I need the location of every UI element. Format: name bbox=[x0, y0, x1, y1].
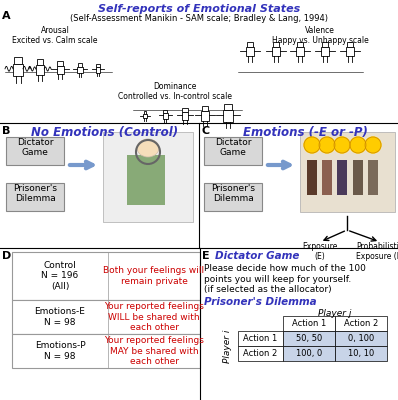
Text: B: B bbox=[2, 126, 10, 136]
Text: Probabilistic
Exposure (P): Probabilistic Exposure (P) bbox=[356, 242, 398, 262]
Text: Both your feelings will
remain private: Both your feelings will remain private bbox=[103, 266, 205, 286]
Bar bbox=[283, 316, 335, 331]
Bar bbox=[337, 160, 347, 195]
Text: Action 2: Action 2 bbox=[243, 349, 278, 358]
Text: 10, 10: 10, 10 bbox=[348, 349, 374, 358]
Text: Control
N = 196
(All): Control N = 196 (All) bbox=[41, 261, 79, 291]
Text: (Self-Assessment Manikin - SAM scale; Bradley & Lang, 1994): (Self-Assessment Manikin - SAM scale; Br… bbox=[70, 14, 328, 23]
Text: A: A bbox=[2, 11, 11, 21]
Text: Emotions-P
N = 98: Emotions-P N = 98 bbox=[35, 341, 85, 361]
Text: Player j: Player j bbox=[318, 309, 352, 318]
Text: No Emotions (Control): No Emotions (Control) bbox=[31, 126, 179, 139]
Bar bbox=[322, 160, 332, 195]
Text: Your reported feelings
MAY be shared with
each other: Your reported feelings MAY be shared wit… bbox=[104, 336, 204, 366]
Circle shape bbox=[350, 137, 366, 153]
Bar bbox=[273, 42, 279, 47]
Bar bbox=[182, 108, 187, 112]
Bar bbox=[6, 137, 64, 165]
Text: C: C bbox=[201, 126, 209, 136]
Bar bbox=[322, 42, 328, 47]
Text: Prisoner's
Dilemma: Prisoner's Dilemma bbox=[13, 184, 57, 203]
Bar bbox=[13, 64, 23, 76]
Bar bbox=[335, 346, 387, 361]
Text: Action 2: Action 2 bbox=[344, 319, 378, 328]
Bar bbox=[163, 110, 167, 113]
Bar bbox=[283, 346, 335, 361]
Text: Action 1: Action 1 bbox=[243, 334, 278, 343]
Text: Exposure
(E): Exposure (E) bbox=[302, 242, 338, 262]
Bar bbox=[238, 331, 283, 346]
Bar bbox=[12, 300, 200, 334]
Bar bbox=[37, 59, 43, 65]
Bar bbox=[78, 63, 82, 67]
Circle shape bbox=[334, 137, 350, 153]
Text: Dictator
Game: Dictator Game bbox=[17, 138, 53, 157]
Bar bbox=[346, 47, 354, 56]
Bar bbox=[182, 112, 188, 120]
Bar bbox=[127, 155, 165, 205]
Text: Self-reports of Emotional States: Self-reports of Emotional States bbox=[98, 4, 300, 14]
Bar bbox=[335, 316, 387, 331]
Bar bbox=[57, 61, 63, 66]
Bar bbox=[204, 183, 262, 211]
Bar bbox=[77, 67, 83, 73]
Text: Please decide how much of the 100: Please decide how much of the 100 bbox=[204, 264, 366, 273]
Bar bbox=[14, 57, 22, 64]
Text: points you will keep for yourself.: points you will keep for yourself. bbox=[204, 275, 351, 284]
Bar bbox=[201, 111, 209, 121]
Bar bbox=[272, 47, 280, 56]
Bar bbox=[321, 47, 329, 56]
Bar bbox=[224, 104, 232, 110]
Bar bbox=[6, 183, 64, 211]
Bar bbox=[347, 42, 353, 47]
Bar bbox=[36, 65, 44, 75]
Bar bbox=[96, 67, 100, 73]
Bar bbox=[296, 47, 304, 56]
Text: Emotions-E
N = 98: Emotions-E N = 98 bbox=[35, 307, 86, 327]
Text: Prisoner's Dilemma: Prisoner's Dilemma bbox=[204, 297, 317, 307]
Text: 100, 0: 100, 0 bbox=[296, 349, 322, 358]
Bar bbox=[283, 331, 335, 346]
Bar bbox=[96, 64, 100, 67]
Bar bbox=[247, 42, 253, 47]
Circle shape bbox=[365, 137, 381, 153]
Bar bbox=[144, 112, 146, 114]
Bar bbox=[335, 331, 387, 346]
Text: Action 1: Action 1 bbox=[292, 319, 326, 328]
Ellipse shape bbox=[137, 139, 159, 157]
Circle shape bbox=[319, 137, 335, 153]
Text: Dominance
Controlled vs. In-control scale: Dominance Controlled vs. In-control scal… bbox=[118, 82, 232, 101]
Bar bbox=[204, 137, 262, 165]
Circle shape bbox=[304, 137, 320, 153]
Text: Player i: Player i bbox=[224, 329, 232, 363]
Text: D: D bbox=[2, 251, 11, 261]
Bar bbox=[202, 106, 208, 111]
Bar bbox=[300, 132, 395, 212]
Text: 0, 100: 0, 100 bbox=[348, 334, 374, 343]
Bar bbox=[368, 160, 378, 195]
Text: E: E bbox=[202, 251, 210, 261]
Text: Your reported feelings
WILL be shared with
each other: Your reported feelings WILL be shared wi… bbox=[104, 302, 204, 332]
Text: Prisoner's
Dilemma: Prisoner's Dilemma bbox=[211, 184, 255, 203]
Text: Arousal
Excited vs. Calm scale: Arousal Excited vs. Calm scale bbox=[12, 26, 98, 45]
Bar bbox=[162, 113, 168, 119]
Text: Dictator Game: Dictator Game bbox=[215, 251, 299, 261]
Bar bbox=[297, 42, 303, 47]
Text: 50, 50: 50, 50 bbox=[296, 334, 322, 343]
Text: Emotions (-E or -P): Emotions (-E or -P) bbox=[242, 126, 367, 139]
Bar bbox=[143, 114, 147, 118]
Bar bbox=[12, 252, 200, 300]
Bar bbox=[353, 160, 363, 195]
Bar bbox=[246, 47, 254, 56]
Bar bbox=[307, 160, 317, 195]
Text: (if selected as the allocator): (if selected as the allocator) bbox=[204, 285, 332, 294]
Bar bbox=[57, 66, 64, 74]
Bar bbox=[12, 334, 200, 368]
Text: Valence
Happy vs. Unhappy scale: Valence Happy vs. Unhappy scale bbox=[271, 26, 369, 45]
Bar bbox=[238, 346, 283, 361]
Bar bbox=[223, 110, 233, 122]
Text: Dictator
Game: Dictator Game bbox=[215, 138, 251, 157]
Bar bbox=[103, 132, 193, 222]
